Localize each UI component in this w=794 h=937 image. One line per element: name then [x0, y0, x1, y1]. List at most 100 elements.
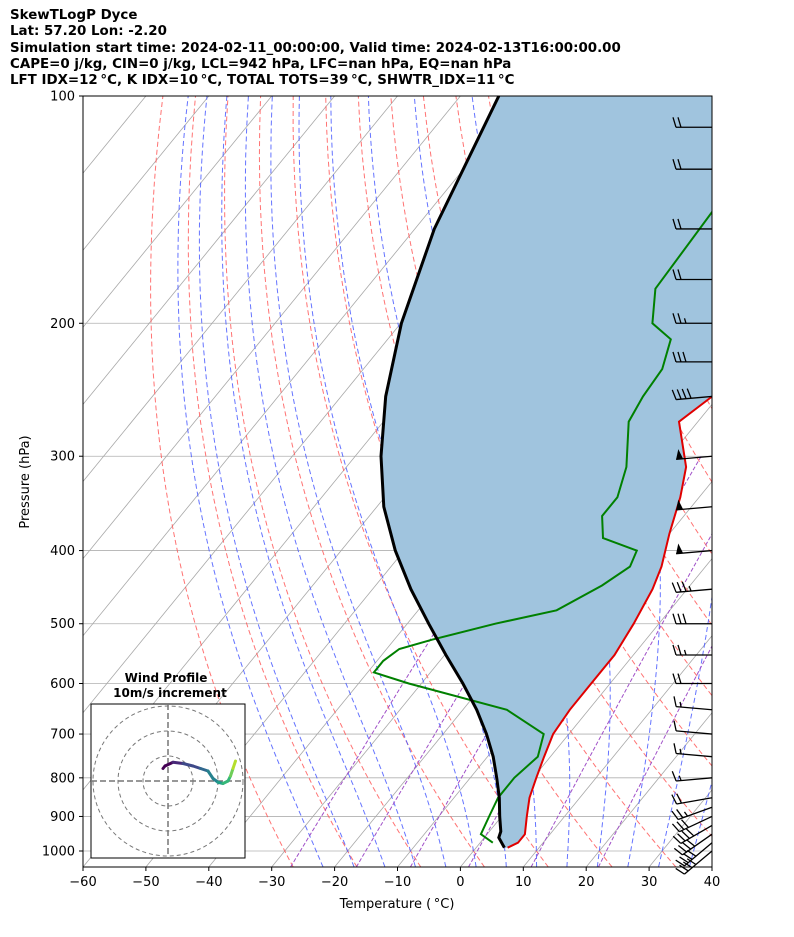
- barb-flag: [671, 389, 677, 400]
- barb-flag: [682, 351, 687, 363]
- barb-flag: [686, 849, 697, 857]
- barb-staff: [676, 797, 713, 805]
- hodograph-trace-segment: [231, 759, 237, 770]
- station-title: SkewTLogP Dyce: [10, 8, 138, 23]
- barb-flag: [679, 856, 689, 864]
- barb-flag: [682, 613, 687, 624]
- moist-adiabat: [198, 96, 355, 867]
- chart-header: SkewTLogP Dyce Lat: 57.20 Lon: -2.20 Sim…: [10, 8, 621, 89]
- wind-barb: [676, 449, 713, 461]
- x-tick-label: −20: [321, 875, 348, 890]
- barb-flag: [686, 858, 697, 866]
- wind-barb: [672, 313, 712, 324]
- barb-flag: [671, 794, 678, 805]
- wind-barb: [673, 743, 713, 758]
- wind-barb: [671, 815, 713, 833]
- mixing-ratio-line: [530, 532, 712, 867]
- barb-flag: [672, 644, 677, 656]
- mixing-ratio-line: [597, 645, 712, 867]
- barb-flag: [681, 581, 687, 592]
- wind-barb: [672, 644, 712, 656]
- y-tick-label: 400: [50, 544, 75, 559]
- isotherm-line: [83, 96, 398, 483]
- wind-barb: [673, 696, 713, 711]
- barb-flag: [675, 859, 685, 867]
- isotherm-line: [711, 866, 712, 867]
- barb-flag: [676, 821, 685, 830]
- barb-staff: [676, 395, 713, 401]
- barb-flag: [673, 720, 677, 732]
- dry-adiabat: [585, 96, 712, 410]
- barb-flag: [676, 793, 683, 804]
- barb-flag: [677, 313, 682, 324]
- moist-adiabat: [177, 96, 324, 867]
- isotherm-line: [585, 712, 712, 867]
- wind-barb: [672, 351, 712, 363]
- barb-flag: [671, 582, 677, 593]
- dry-adiabat: [782, 96, 794, 867]
- barb-half-flag: [683, 811, 689, 817]
- barb-staff: [676, 506, 713, 511]
- dry-adiabat: [150, 96, 294, 867]
- barb-flag: [681, 388, 687, 399]
- wind-barb: [672, 269, 712, 281]
- barb-flag: [672, 313, 677, 324]
- x-tick-label: −60: [69, 875, 96, 890]
- barb-flag: [671, 810, 679, 820]
- dry-adiabat: [749, 96, 794, 867]
- barb-flag: [686, 839, 696, 847]
- wind-barb: [675, 842, 713, 867]
- barb-pennant: [676, 499, 684, 510]
- barb-flag: [677, 158, 682, 170]
- hodograph-trace-segment: [171, 760, 185, 765]
- wind-barb: [671, 388, 713, 401]
- cin-shading: [381, 96, 712, 848]
- barb-half-flag: [679, 748, 682, 755]
- simulation-times: Simulation start time: 2024-02-11_00:00:…: [10, 40, 621, 56]
- isotherm-line: [83, 96, 84, 97]
- barb-flag: [678, 844, 688, 853]
- x-tick-label: −50: [132, 875, 159, 890]
- barb-flag: [677, 269, 682, 280]
- barb-half-flag: [679, 701, 682, 708]
- barb-flag: [673, 696, 677, 707]
- wind-barb: [672, 613, 712, 625]
- x-tick-label: −10: [384, 875, 411, 890]
- wind-barb: [672, 218, 712, 230]
- hodograph-subtitle: 10m/s increment: [113, 686, 227, 700]
- barb-flag: [671, 771, 677, 782]
- barb-flag: [676, 581, 682, 593]
- barb-half-flag: [683, 318, 687, 324]
- wind-barb: [671, 806, 713, 821]
- dry-adiabat: [224, 96, 422, 867]
- hodograph-grid: [91, 704, 245, 858]
- barb-flag: [682, 842, 692, 850]
- wind-barb: [676, 499, 713, 511]
- barb-flag: [677, 218, 682, 230]
- x-tick-label: 30: [641, 875, 658, 890]
- barb-flag: [677, 644, 682, 656]
- barb-flag: [686, 388, 692, 399]
- y-tick-label: 800: [50, 771, 75, 786]
- barb-flag: [672, 351, 677, 363]
- dry-adiabat: [716, 96, 794, 867]
- x-tick-label: 0: [456, 875, 464, 890]
- isotherm-line: [775, 96, 794, 867]
- station-coordinates: Lat: 57.20 Lon: -2.20: [10, 24, 167, 40]
- y-tick-label: 100: [50, 90, 75, 105]
- wind-barb: [676, 543, 713, 555]
- barb-flag: [673, 743, 677, 754]
- barb-flag: [676, 809, 684, 819]
- barb-staff: [682, 833, 713, 856]
- barb-flag: [671, 823, 680, 833]
- barb-flag: [672, 117, 677, 128]
- x-tick-label: 10: [515, 875, 532, 890]
- x-tick-label: 40: [704, 875, 721, 890]
- isotherm-line: [83, 96, 273, 328]
- barb-flag: [677, 351, 682, 363]
- y-tick-label: 300: [50, 450, 75, 465]
- isotherm-line: [83, 96, 524, 637]
- barb-flag: [677, 673, 682, 684]
- barb-flag: [672, 673, 677, 684]
